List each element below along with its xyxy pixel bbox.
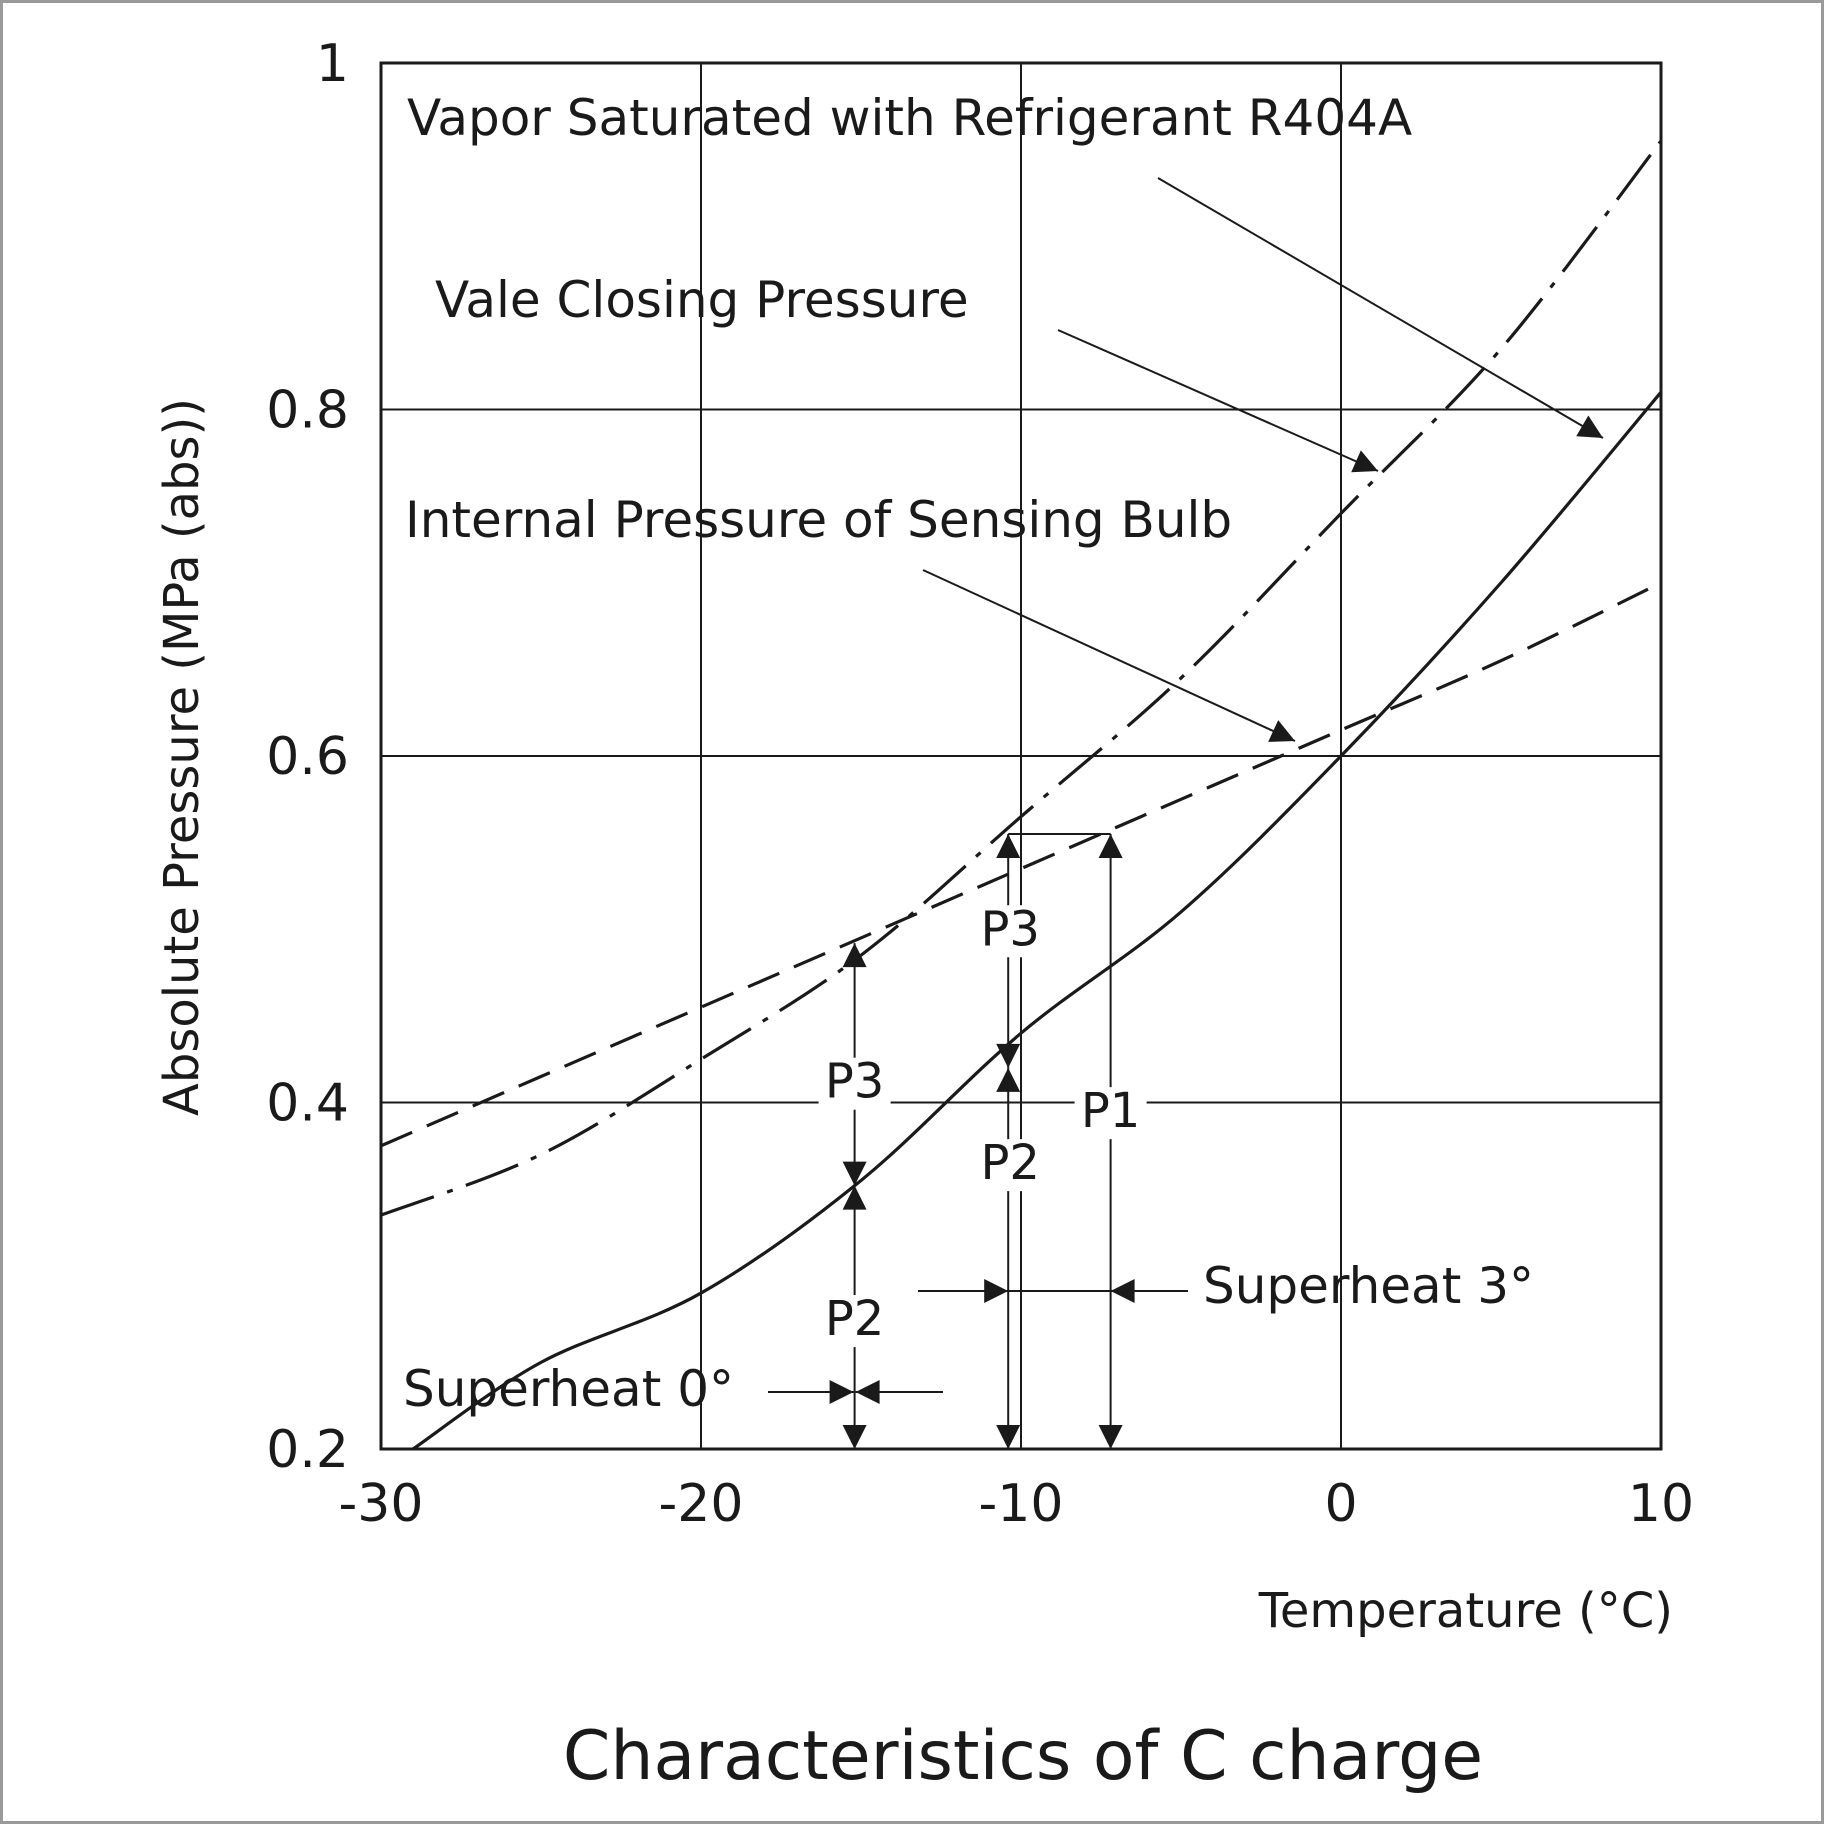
label-background: [974, 905, 1047, 958]
y-tick-label: 0.2: [266, 1420, 349, 1480]
leader-vapor-saturated: [1157, 177, 1604, 439]
chart-title: Characteristics of C charge: [563, 1717, 1483, 1796]
series-line-0: [412, 391, 1663, 1451]
y-axis-label: Absolute Pressure (MPa (abs)): [154, 398, 210, 1116]
label-p1: P1: [1074, 1083, 1147, 1140]
leader-sensing-bulb: [922, 569, 1296, 742]
x-tick-label: -30: [339, 1474, 424, 1534]
y-tick-label: 0.8: [266, 381, 349, 441]
y-tick-label: 1: [316, 34, 349, 94]
label-text: P1: [1081, 1083, 1140, 1139]
y-tick-label: 0.4: [266, 1074, 349, 1134]
series-line-1: [380, 139, 1663, 1217]
label-text: P3: [980, 901, 1039, 957]
x-tick-label: -20: [659, 1474, 744, 1534]
x-tick-label: 0: [1324, 1474, 1357, 1534]
label-valve-closing: Vale Closing Pressure: [435, 271, 969, 329]
plot-frame: [379, 61, 1663, 1451]
label-vapor-saturated: Vapor Saturated with Refrigerant R404A: [407, 89, 1412, 147]
label-p2-right: P2: [974, 1135, 1047, 1192]
x-axis-label: Temperature (°C): [1258, 1583, 1673, 1639]
label-text: P2: [980, 1135, 1039, 1191]
label-p3-left: P3: [818, 1054, 891, 1110]
label-superheat-0: Superheat 0°: [403, 1360, 734, 1418]
series-line-2: [380, 581, 1662, 1148]
tick-labels: -30 -20 -10 0 10 0.2 0.4 0.6 0.8 1: [266, 34, 1694, 1534]
label-background: [974, 1139, 1047, 1192]
series-layer: [380, 139, 1663, 1451]
leader-valve-closing: [1057, 329, 1379, 473]
label-p2-left: P2: [818, 1291, 891, 1348]
label-p3-right: P3: [974, 901, 1047, 958]
x-tick-label: -10: [979, 1474, 1064, 1534]
label-background: [818, 1057, 891, 1110]
label-background: [818, 1295, 891, 1348]
label-text: P3: [825, 1054, 884, 1110]
pressure-temperature-chart: -30 -20 -10 0 10 0.2 0.4 0.6 0.8 1 Vapor Saturate…: [154, 34, 1694, 1796]
label-background: [1074, 1087, 1147, 1140]
superheat-markers: P3 P2 P3 P2 P1: [768, 832, 1188, 1449]
label-text: P2: [825, 1291, 884, 1347]
y-tick-label: 0.6: [266, 727, 349, 787]
x-tick-label: 10: [1628, 1474, 1694, 1534]
label-superheat-3: Superheat 3°: [1203, 1257, 1534, 1315]
label-sensing-bulb: Internal Pressure of Sensing Bulb: [405, 491, 1232, 549]
